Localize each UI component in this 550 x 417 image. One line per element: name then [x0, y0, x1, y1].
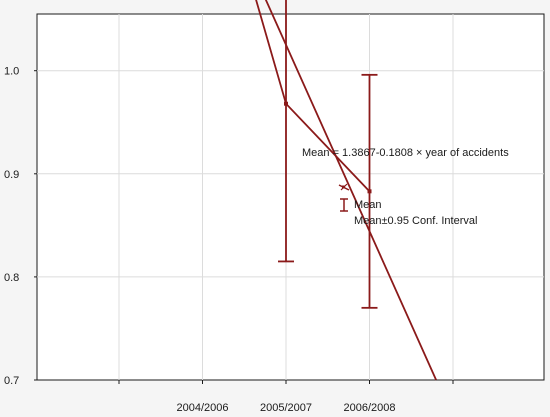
legend-ci-label: Mean±0.95 Conf. Interval — [354, 215, 477, 227]
regression-equation-label: Mean = 1.3867-0.1808 × year of accidents — [302, 147, 509, 159]
plot-area — [36, 13, 545, 381]
mean-point — [367, 189, 372, 194]
regression-line — [264, 0, 437, 381]
y-tick-label: 0.8 — [4, 272, 19, 284]
x-tick-label: 2005/2007 — [260, 402, 312, 414]
axis-ticks: 1.41.31.21.11.00.90.80.72004/20062005/20… — [4, 66, 454, 414]
y-tick-label: 1.0 — [4, 66, 19, 78]
y-tick-label: 0.9 — [4, 169, 19, 181]
legend-mean-label: Mean — [354, 199, 382, 211]
legend-ci-whisker-icon — [340, 198, 348, 212]
mean-point — [284, 101, 288, 106]
x-tick-label: 2004/2006 — [177, 402, 229, 414]
legend-mean-marker-icon — [338, 183, 350, 191]
data-series — [255, 0, 437, 381]
legend: Mean Mean±0.95 Conf. Interval — [338, 183, 477, 227]
x-tick-label: 2006/2008 — [344, 402, 396, 414]
y-tick-label: 0.7 — [4, 375, 19, 387]
